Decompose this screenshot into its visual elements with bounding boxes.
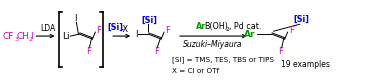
Text: Ar: Ar bbox=[244, 30, 256, 39]
Text: F: F bbox=[278, 47, 283, 56]
Text: I: I bbox=[74, 14, 77, 23]
Text: 19 examples: 19 examples bbox=[281, 60, 330, 69]
Text: Suzuki–Miyaura: Suzuki–Miyaura bbox=[183, 40, 243, 49]
Text: Li: Li bbox=[62, 32, 70, 41]
Text: F: F bbox=[154, 47, 158, 56]
Text: LDA: LDA bbox=[40, 24, 55, 33]
Text: F: F bbox=[165, 26, 170, 35]
Text: X = Cl or OTf: X = Cl or OTf bbox=[172, 68, 219, 74]
Text: CH: CH bbox=[17, 32, 29, 41]
Text: F: F bbox=[289, 26, 293, 35]
Text: [Si]: [Si] bbox=[294, 15, 310, 24]
Text: [Si]: [Si] bbox=[107, 23, 123, 32]
Text: I: I bbox=[135, 30, 137, 39]
Text: I: I bbox=[31, 32, 33, 41]
Text: [Si]: [Si] bbox=[141, 16, 157, 25]
Text: , Pd cat.: , Pd cat. bbox=[229, 22, 261, 31]
Text: B(OH): B(OH) bbox=[204, 22, 228, 31]
Text: 3: 3 bbox=[14, 37, 18, 42]
Text: Ar: Ar bbox=[196, 22, 206, 31]
Text: 2: 2 bbox=[28, 37, 32, 42]
Text: F: F bbox=[86, 47, 91, 56]
Text: F: F bbox=[96, 26, 101, 35]
Text: [Si] = TMS, TES, TBS or TIPS: [Si] = TMS, TES, TBS or TIPS bbox=[172, 56, 274, 63]
Text: 2: 2 bbox=[226, 27, 230, 32]
Text: -X: -X bbox=[120, 25, 128, 34]
Text: CF: CF bbox=[3, 32, 14, 41]
